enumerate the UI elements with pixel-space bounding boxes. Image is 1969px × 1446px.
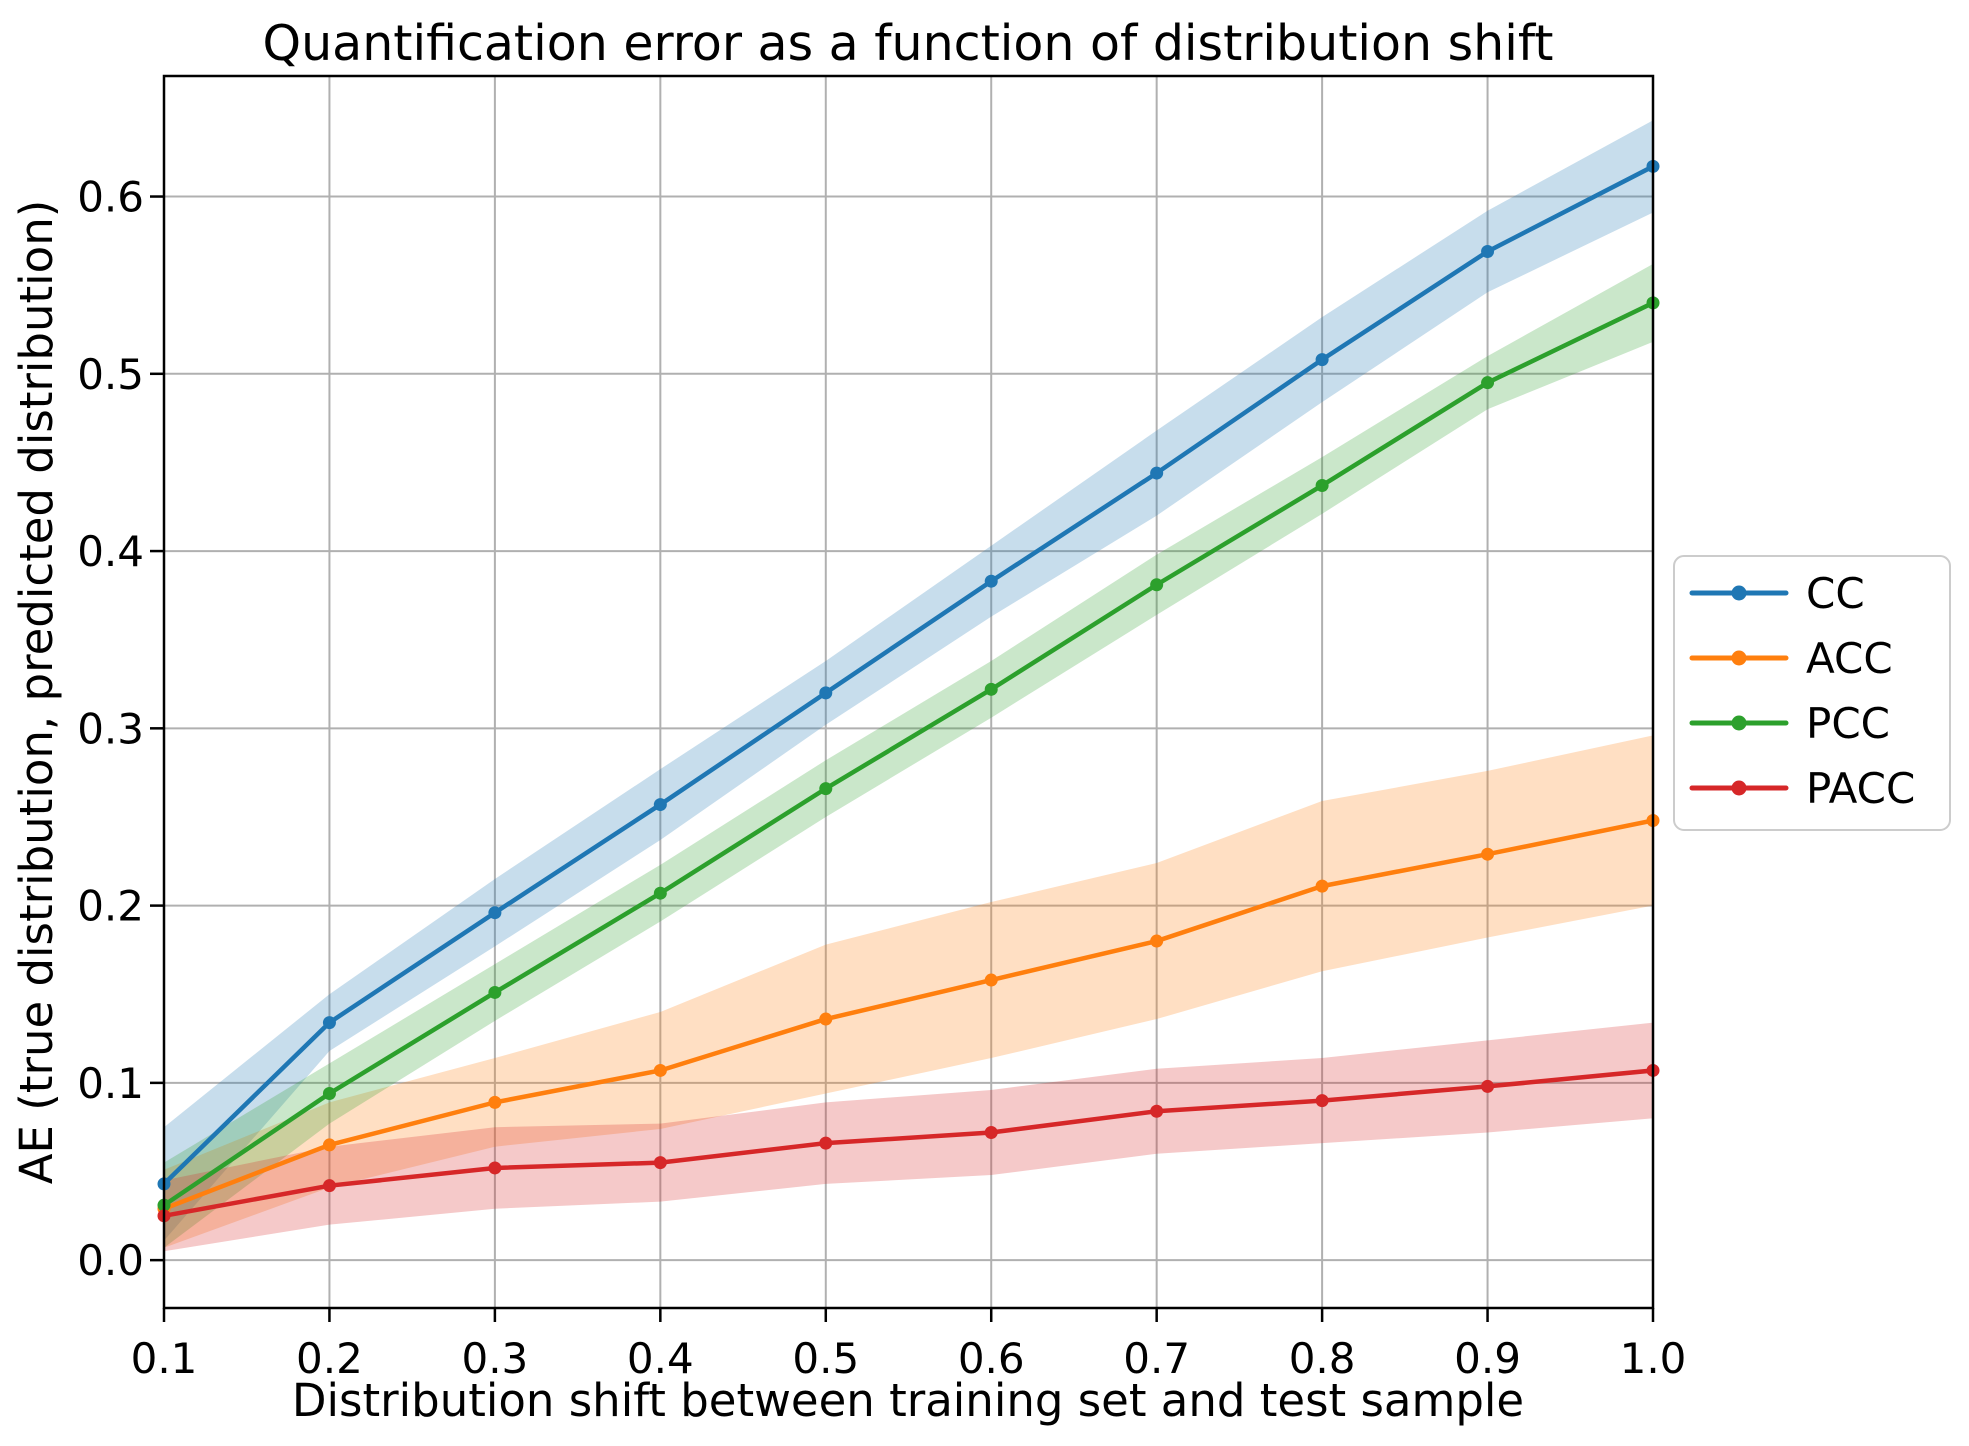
marker-PCC-0.7 (1150, 578, 1164, 592)
marker-PCC-0.8 (1315, 478, 1329, 492)
marker-CC-0.5 (819, 686, 833, 700)
series-line-PACC (161, 1068, 1656, 1219)
marker-PACC-0.8 (1315, 1094, 1329, 1108)
x-tick-label-0.7: 0.7 (1123, 1334, 1190, 1383)
marker-ACC-0.6 (984, 973, 998, 987)
marker-PCC-0.4 (653, 886, 667, 900)
marker-PACC-0.5 (819, 1136, 833, 1150)
marker-ACC-0.7 (1150, 934, 1164, 948)
legend-label-pacc: PACC (1806, 764, 1915, 813)
tick-labels-layer: 0.1 0.2 0.3 0.4 0.5 0.6 0.7 0.8 0.9 1.0 0.0 0.1 0.2 0… (77, 173, 1686, 1383)
legend-sample-dot-cc (1731, 585, 1747, 601)
legend-box (1673, 555, 1951, 831)
marker-ACC-0.9 (1481, 847, 1495, 861)
marker-ACC-0.8 (1315, 879, 1329, 893)
x-tick-label-0.4: 0.4 (627, 1334, 694, 1383)
plot-border (162, 74, 1655, 1310)
marker-PCC-0.5 (819, 782, 833, 796)
x-tick-label-0.5: 0.5 (792, 1334, 859, 1383)
chart-title: Quantification error as a function of di… (263, 15, 1554, 72)
legend-item-acc: ACC (1689, 634, 1893, 683)
marker-PCC-0.9 (1481, 376, 1495, 390)
marker-CC-0.3 (488, 906, 502, 920)
marker-PACC-0.3 (488, 1161, 502, 1175)
legend-sample-dot-acc (1731, 650, 1747, 666)
series-line-CC (161, 164, 1656, 1187)
marker-PACC-0.6 (984, 1126, 998, 1140)
marker-CC-0.7 (1150, 466, 1164, 480)
y-tick-label-0.0: 0.0 (77, 1236, 144, 1285)
legend-sample-dot-pcc (1731, 715, 1747, 731)
x-axis-label: Distribution shift between training set … (292, 1374, 1524, 1427)
band-ACC (164, 735, 1653, 1248)
x-tick-label-0.9: 0.9 (1454, 1334, 1521, 1383)
x-tick-label-0.8: 0.8 (1289, 1334, 1356, 1383)
axes-layer (150, 74, 1655, 1322)
legend-label-pcc: PCC (1806, 699, 1890, 748)
y-axis-label: AE (true distribution, predicted distrib… (10, 200, 63, 1185)
marker-ACC-0.5 (819, 1012, 833, 1026)
marker-CC-0.2 (322, 1016, 336, 1030)
band-CC (164, 120, 1653, 1241)
x-tick-label-0.1: 0.1 (131, 1334, 198, 1383)
legend-sample-dot-pacc (1731, 780, 1747, 796)
x-tick-label-0.3: 0.3 (461, 1334, 528, 1383)
marker-PCC-0.6 (984, 682, 998, 696)
marker-ACC-0.3 (488, 1095, 502, 1109)
marker-ACC-0.4 (653, 1063, 667, 1077)
y-tick-label-0.2: 0.2 (77, 882, 144, 931)
marker-ACC-0.2 (322, 1138, 336, 1152)
marker-CC-0.4 (653, 798, 667, 812)
marker-PACC-0.2 (322, 1179, 336, 1193)
legend: CC ACC PCC PACC (1673, 555, 1951, 831)
marker-CC-0.6 (984, 574, 998, 588)
series-line-PCC (161, 300, 1656, 1208)
x-tick-label-1.0: 1.0 (1620, 1334, 1687, 1383)
marker-PACC-0.7 (1150, 1104, 1164, 1118)
y-tick-label-0.5: 0.5 (77, 350, 144, 399)
marker-CC-0.8 (1315, 353, 1329, 367)
legend-item-cc: CC (1689, 569, 1865, 618)
legend-item-pacc: PACC (1689, 764, 1915, 813)
marker-PACC-0.9 (1481, 1079, 1495, 1093)
marker-CC-0.9 (1481, 244, 1495, 258)
series-markers-layer (157, 159, 1660, 1223)
y-tick-label-0.1: 0.1 (77, 1059, 144, 1108)
series-lines-layer (161, 164, 1656, 1219)
marker-PACC-0.4 (653, 1156, 667, 1170)
marker-PCC-0.3 (488, 985, 502, 999)
legend-label-acc: ACC (1806, 634, 1893, 683)
x-tick-label-0.2: 0.2 (296, 1334, 363, 1383)
x-tick-label-0.6: 0.6 (958, 1334, 1025, 1383)
legend-label-cc: CC (1806, 569, 1865, 618)
series-line-ACC (161, 818, 1656, 1211)
legend-item-pcc: PCC (1689, 699, 1890, 748)
y-tick-label-0.6: 0.6 (77, 173, 144, 222)
marker-PCC-0.2 (322, 1087, 336, 1101)
y-tick-label-0.3: 0.3 (77, 704, 144, 753)
y-tick-label-0.4: 0.4 (77, 527, 144, 576)
